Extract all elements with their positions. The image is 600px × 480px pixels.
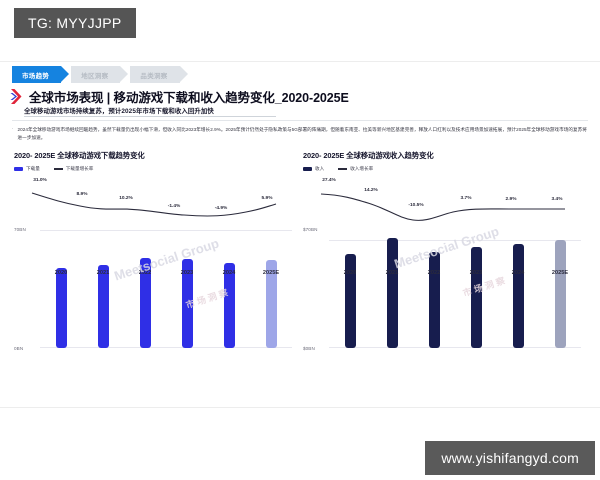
bar xyxy=(386,238,398,348)
summary-bullets: · 2024年全球移动游戏市场继续回暖趋势，虽然下载量仍出现小幅下滑，但收入同比… xyxy=(12,120,588,142)
tab-label: 品类洞察 xyxy=(140,72,168,80)
growth-label: 10.2% xyxy=(119,196,133,201)
bar-column[interactable] xyxy=(83,230,123,348)
chart-title: 2020- 2025E 全球移动游戏下载趋势变化 xyxy=(14,151,145,160)
x-axis-downloads: 2020 2021 2022 2023 2024 2025E xyxy=(40,270,292,276)
legend-label: 下载量增长率 xyxy=(65,166,94,171)
legend-swatch-icon xyxy=(14,167,23,171)
x-tick: 2025E xyxy=(262,270,280,276)
x-tick: 2022 xyxy=(138,270,152,276)
growth-label: 14.2% xyxy=(364,188,378,193)
x-tick: 2023 xyxy=(180,270,194,276)
bar xyxy=(265,260,277,348)
legend-item-bar: 下载量 xyxy=(14,166,40,172)
legend-label: 下载量 xyxy=(26,166,40,171)
bullet-dot: · xyxy=(12,126,14,131)
x-tick: 2022 xyxy=(427,270,441,276)
bar xyxy=(344,254,356,348)
growth-line-revenue: 27.4% 14.2% -10.5% 3.7% 2.9% 3.4% xyxy=(303,176,581,228)
bar-column[interactable] xyxy=(167,230,207,348)
y-axis-bottom-label: 0BN xyxy=(14,346,24,351)
page-subtitle: 全球移动游戏市场持续复苏，预计2025年市场下载和收入回升加快 xyxy=(24,108,214,115)
chart-revenue: 2020- 2025E 全球移动游戏收入趋势变化 收入 收入增长率 27.4% … xyxy=(303,150,581,375)
legend-item-bar: 收入 xyxy=(303,166,324,172)
bar xyxy=(139,258,151,348)
bar-column[interactable] xyxy=(414,230,454,348)
bar xyxy=(470,247,482,348)
bar xyxy=(223,263,235,348)
growth-label: 3.7% xyxy=(460,196,472,201)
x-tick: 2021 xyxy=(385,270,399,276)
title-divider xyxy=(24,116,276,117)
tab-market-trends[interactable]: 市场趋势 xyxy=(12,66,70,83)
breadcrumb: 市场趋势 地区洞察 品类洞察 xyxy=(12,66,188,83)
y-axis-top-label: $70BN xyxy=(303,227,318,232)
tab-region-insight[interactable]: 地区洞察 xyxy=(71,66,129,83)
gridline-bottom xyxy=(329,347,581,348)
x-tick: 2024 xyxy=(222,270,236,276)
growth-label: 2.9% xyxy=(505,197,517,202)
x-tick: 2025E xyxy=(551,270,569,276)
tg-badge: TG: MYYJJPP xyxy=(14,8,136,38)
growth-label: 3.4% xyxy=(551,197,563,202)
gridline-top xyxy=(40,230,292,231)
legend-item-line: 下载量增长率 xyxy=(53,166,94,172)
bar-column[interactable] xyxy=(540,230,580,348)
growth-label: -10.5% xyxy=(408,203,424,208)
chart-downloads: 2020- 2025E 全球移动游戏下载趋势变化 下载量 下载量增长率 31.0… xyxy=(14,150,292,375)
tab-label: 市场趋势 xyxy=(22,72,50,80)
slide-canvas: 市场趋势 地区洞察 品类洞察 全球市场表现 | 移动游戏下载和收入趋势变化_20… xyxy=(0,62,600,407)
bar-column[interactable] xyxy=(41,230,81,348)
chart-legend: 下载量 下载量增长率 xyxy=(14,166,292,172)
tab-label: 地区洞察 xyxy=(81,72,109,80)
bars-revenue: $70BN $0BN xyxy=(303,227,581,351)
x-axis-revenue: 2020 2021 2022 2023 2024 2025E xyxy=(329,270,581,276)
bar xyxy=(554,240,566,348)
chart-title: 2020- 2025E 全球移动游戏收入趋势变化 xyxy=(303,151,434,160)
bullet-item: · 2024年全球移动游戏市场继续回暖趋势，虽然下载量仍出现小幅下滑，但收入同比… xyxy=(12,126,588,142)
gridline-bottom xyxy=(40,347,292,348)
site-watermark-badge: www.yishifangyd.com xyxy=(425,441,595,475)
legend-swatch-icon xyxy=(303,167,312,171)
x-tick: 2023 xyxy=(469,270,483,276)
legend-label: 收入增长率 xyxy=(350,166,374,171)
growth-label: 31.0% xyxy=(33,178,47,183)
bar-column[interactable] xyxy=(330,230,370,348)
bar xyxy=(55,268,67,348)
x-tick: 2020 xyxy=(54,270,68,276)
bar xyxy=(428,252,440,348)
bar-column[interactable] xyxy=(372,230,412,348)
growth-label: 27.4% xyxy=(322,178,336,183)
bar xyxy=(97,265,109,348)
legend-line-icon xyxy=(53,168,63,170)
bar xyxy=(512,244,524,348)
bar xyxy=(181,259,193,348)
growth-label: -4.9% xyxy=(214,206,228,211)
x-tick: 2021 xyxy=(96,270,110,276)
growth-line-downloads: 31.0% 8.9% 10.2% -1.4% -4.9% 5.9% xyxy=(14,176,292,228)
x-tick: 2020 xyxy=(343,270,357,276)
y-axis-top-label: 70BN xyxy=(14,227,26,232)
bar-column[interactable] xyxy=(251,230,291,348)
bar-column[interactable] xyxy=(498,230,538,348)
bar-column[interactable] xyxy=(125,230,165,348)
page-title-row: 全球市场表现 | 移动游戏下载和收入趋势变化_2020-2025E xyxy=(10,87,349,106)
bullet-text: 2024年全球移动游戏市场继续回暖趋势，虽然下载量仍出现小幅下滑，但收入同比20… xyxy=(17,127,587,141)
legend-label: 收入 xyxy=(315,166,325,171)
bars-downloads: 70BN 0BN xyxy=(14,227,292,351)
growth-label: -1.4% xyxy=(167,204,181,209)
gridline-top xyxy=(329,240,581,241)
legend-item-line: 收入增长率 xyxy=(338,166,373,172)
y-axis-bottom-label: $0BN xyxy=(303,346,315,351)
legend-line-icon xyxy=(338,168,348,170)
growth-label: 8.9% xyxy=(76,192,88,197)
x-tick: 2024 xyxy=(511,270,525,276)
bar-column[interactable] xyxy=(456,230,496,348)
chart-legend: 收入 收入增长率 xyxy=(303,166,581,172)
chevron-right-icon xyxy=(10,88,23,105)
bar-column[interactable] xyxy=(209,230,249,348)
tab-category-insight[interactable]: 品类洞察 xyxy=(130,66,188,83)
growth-label: 5.9% xyxy=(261,196,273,201)
page-title: 全球市场表现 | 移动游戏下载和收入趋势变化_2020-2025E xyxy=(29,91,349,105)
